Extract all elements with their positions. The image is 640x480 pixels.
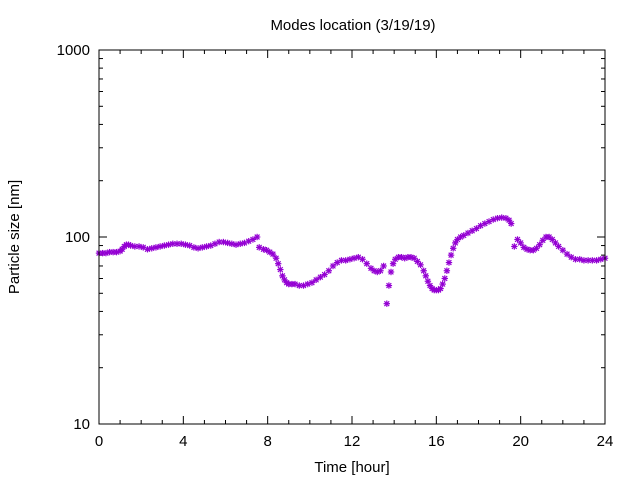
data-point [494,215,501,222]
data-point [325,267,333,274]
data-point [148,245,155,252]
plot-frame [98,49,606,425]
y-tick-label: 10 [73,416,90,433]
x-tick-label: 4 [179,433,187,450]
y-tick-label: 1000 [57,42,90,59]
data-point [224,239,231,247]
x-tick-label: 16 [428,433,445,450]
data-point [199,244,206,251]
x-tick-label: 24 [597,433,614,450]
data-point [161,242,168,249]
data-point [359,256,366,263]
axis-tick-labels: 0 4 8 12 16 20 24 10 100 1000 [57,42,614,450]
data-point [447,251,455,259]
data-point [417,261,424,269]
data-point [203,243,210,250]
data-point [441,275,448,282]
data-point [355,253,362,261]
data-point [232,241,240,248]
x-tick-label: 12 [344,433,361,450]
data-point [443,267,451,274]
data-point [260,246,267,253]
data-point [312,276,320,284]
data-point [194,245,202,252]
data-point [439,280,446,288]
data-point [507,220,515,227]
axis-ticks [98,49,606,425]
data-point [277,266,284,273]
data-point [190,244,198,251]
data-point [135,243,143,250]
data-point [169,240,176,247]
data-point [152,244,160,251]
data-point [380,262,387,270]
data-point [387,268,395,276]
data-point [584,257,592,264]
data-point [182,241,189,248]
x-tick-label: 8 [263,433,271,450]
data-point [511,243,518,250]
data-point [363,260,370,267]
data-point [156,243,164,250]
data-point [127,242,134,249]
data-point [178,240,185,247]
data-point [237,240,244,247]
x-axis-label: Time [hour] [314,459,389,476]
data-point [383,300,390,307]
data-points [95,214,609,307]
data-point [514,236,521,243]
data-point [593,257,600,264]
chart-title: Modes location (3/19/19) [270,17,435,34]
data-point [144,246,151,253]
data-point [536,241,543,248]
data-point [228,240,236,247]
data-point [253,233,261,241]
data-point [572,256,579,263]
data-point [498,214,505,221]
data-point [473,225,480,232]
data-point [220,238,227,246]
data-point [559,246,567,254]
data-point [563,250,571,258]
data-point [450,245,457,252]
data-point [422,272,429,280]
data-point [275,260,282,267]
y-axis-label: Particle size [nm] [6,180,23,294]
data-point [165,241,172,248]
y-tick-label: 100 [65,229,90,246]
data-point [464,229,472,237]
x-tick-label: 20 [512,433,529,450]
data-point [377,267,384,274]
data-point [420,267,427,274]
data-point [272,255,280,262]
data-point [269,250,277,258]
data-point [308,279,316,286]
data-point [385,282,393,289]
data-point [317,273,324,281]
data-point [580,257,588,264]
x-tick-label: 0 [95,433,103,450]
data-point [445,259,453,266]
data-point [517,239,524,247]
